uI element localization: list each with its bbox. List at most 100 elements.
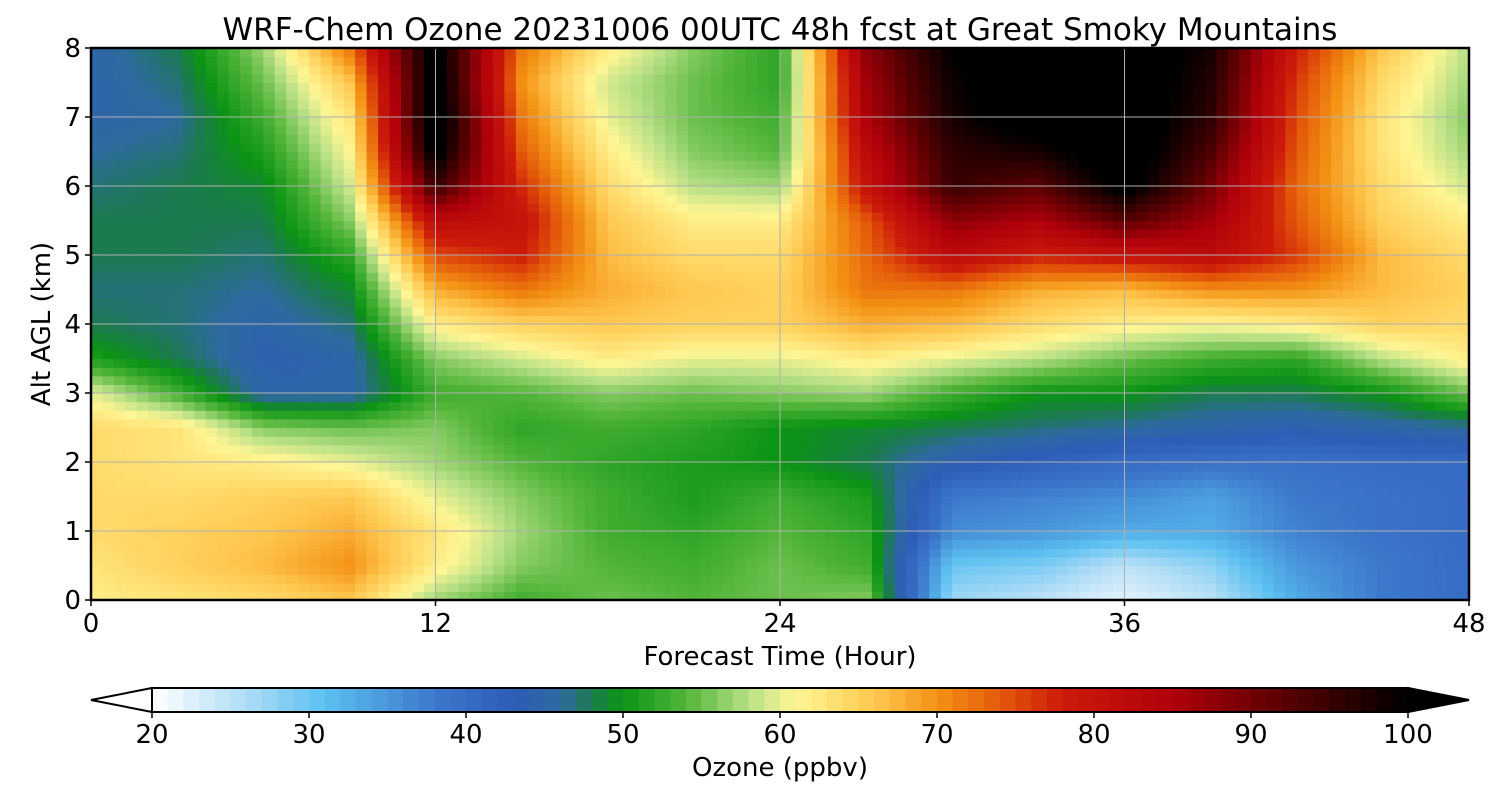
ozone-cell <box>125 539 138 549</box>
ozone-cell <box>446 393 460 403</box>
ozone-cell <box>515 591 528 600</box>
ozone-cell <box>596 255 609 265</box>
ozone-cell <box>757 358 770 368</box>
ozone-cell <box>550 298 563 308</box>
ozone-cell <box>355 255 368 265</box>
ozone-cell <box>561 367 574 377</box>
ozone-cell <box>320 565 333 575</box>
ozone-cell <box>389 246 402 256</box>
ozone-cell <box>998 522 1011 532</box>
ozone-cell <box>1446 513 1459 523</box>
ozone-cell <box>1170 539 1183 549</box>
ozone-cell <box>297 574 310 584</box>
ozone-cell <box>1044 410 1057 420</box>
ozone-cell <box>446 418 460 429</box>
ozone-cell <box>1078 263 1091 273</box>
ozone-cell <box>757 255 770 265</box>
ozone-cell <box>297 324 310 334</box>
ozone-cell <box>515 384 528 394</box>
ozone-cell <box>125 444 138 454</box>
ozone-cell <box>1078 531 1091 541</box>
ozone-cell <box>745 522 758 532</box>
ozone-cell <box>389 565 402 575</box>
ozone-cell <box>699 246 712 256</box>
ozone-cell <box>1078 358 1091 368</box>
ozone-cell <box>1193 453 1206 463</box>
ozone-cell <box>320 332 333 342</box>
ozone-cell <box>538 315 551 325</box>
ozone-cell <box>596 513 609 523</box>
ozone-cell <box>182 574 195 584</box>
ozone-cell <box>917 298 930 308</box>
ozone-cell <box>1147 444 1160 454</box>
ozone-cell <box>940 479 953 489</box>
ozone-cell <box>1250 462 1263 472</box>
ozone-cell <box>711 591 724 600</box>
ozone-cell <box>848 539 861 549</box>
ozone-cell <box>1365 574 1378 584</box>
ozone-cell <box>1250 539 1263 549</box>
ozone-cell <box>251 410 264 420</box>
ozone-cell <box>515 565 528 575</box>
ozone-cell <box>1319 272 1332 282</box>
ozone-cell <box>1078 280 1091 291</box>
ozone-cell <box>848 548 861 558</box>
ozone-cell <box>1365 367 1378 377</box>
ozone-cell <box>1170 513 1183 523</box>
ozone-cell <box>458 470 471 480</box>
ozone-cell <box>780 574 793 584</box>
ozone-cell <box>1227 263 1240 273</box>
ozone-cell <box>309 306 322 316</box>
ozone-cell <box>320 453 333 463</box>
ozone-cell <box>492 341 505 351</box>
ozone-cell <box>538 505 551 515</box>
ozone-cell <box>630 522 643 532</box>
ozone-cell <box>309 263 322 273</box>
ozone-cell <box>171 505 184 515</box>
ozone-cell <box>1204 436 1217 446</box>
ozone-cell <box>550 505 563 515</box>
ozone-cell <box>1078 246 1091 256</box>
ozone-cell <box>320 496 333 506</box>
ozone-cell <box>952 263 965 273</box>
ozone-cell <box>1250 505 1263 515</box>
ozone-cell <box>1354 384 1367 394</box>
ozone-cell <box>504 237 517 247</box>
ozone-cell <box>791 505 804 515</box>
ozone-cell <box>584 436 597 446</box>
ozone-cell <box>446 548 460 558</box>
ozone-cell <box>424 272 437 282</box>
ozone-cell <box>860 375 873 385</box>
ozone-cell <box>802 272 816 282</box>
ozone-cell <box>205 470 218 480</box>
ozone-cell <box>91 410 104 420</box>
ozone-cell <box>159 505 172 515</box>
ozone-cell <box>1227 246 1240 256</box>
ozone-cell <box>504 418 517 429</box>
ozone-cell <box>1388 574 1401 584</box>
ozone-cell <box>1285 401 1298 411</box>
ozone-cell <box>998 427 1011 437</box>
ozone-cell <box>711 470 724 480</box>
ozone-cell <box>1365 496 1378 506</box>
ozone-cell <box>642 263 655 273</box>
ozone-cell <box>630 358 643 368</box>
ozone-cell <box>963 453 976 463</box>
ozone-cell <box>1113 444 1126 454</box>
ozone-cell <box>688 401 701 411</box>
ozone-cell <box>1216 556 1229 567</box>
ozone-cell <box>1032 548 1045 558</box>
ozone-cell <box>538 246 551 256</box>
ozone-cell <box>596 358 609 368</box>
ozone-cell <box>389 462 402 472</box>
ozone-cell <box>435 272 448 282</box>
ozone-cell <box>676 324 689 334</box>
ozone-cell <box>825 237 839 247</box>
ozone-cell <box>963 487 976 498</box>
ozone-cell <box>1147 479 1160 489</box>
ozone-cell <box>1365 418 1378 429</box>
ozone-cell <box>883 522 896 532</box>
ozone-cell <box>998 479 1011 489</box>
ozone-cell <box>1181 487 1194 498</box>
ozone-cell <box>688 280 701 291</box>
